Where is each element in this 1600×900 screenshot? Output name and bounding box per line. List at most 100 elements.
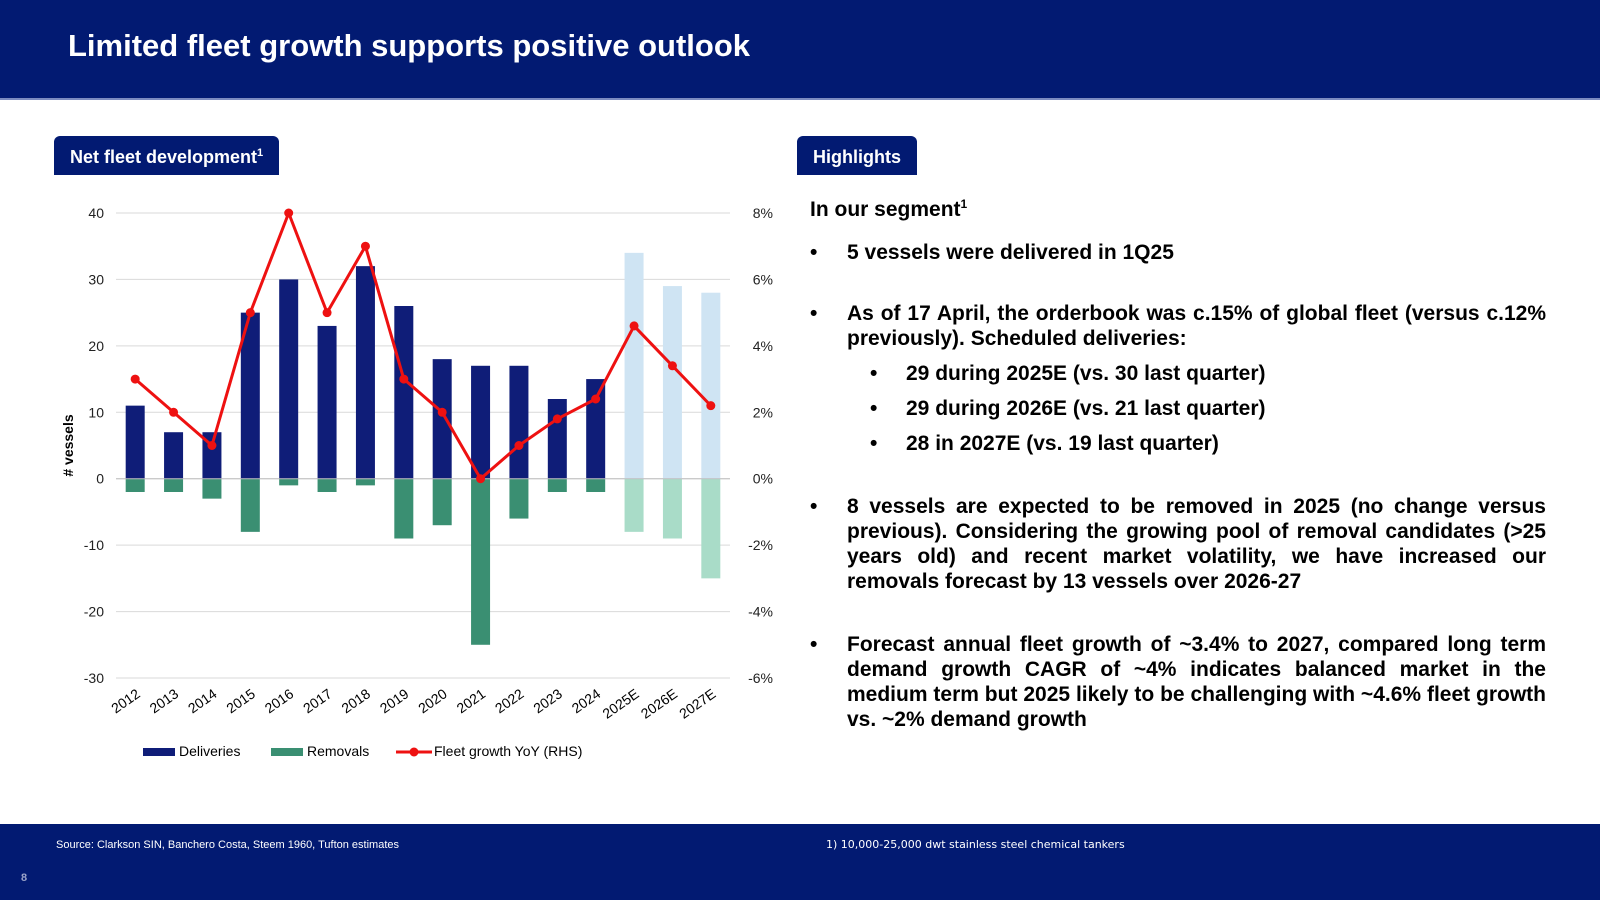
bar-deliveries-2019 bbox=[394, 306, 414, 479]
fleet-growth-point-2027E bbox=[706, 401, 716, 411]
fleet-growth-point-2022 bbox=[514, 441, 524, 450]
legend-removals-label: Removals bbox=[307, 743, 370, 759]
y2-tick-label: 4% bbox=[753, 338, 773, 354]
bar-deliveries-2027E bbox=[701, 292, 721, 479]
x-tick-label: 2014 bbox=[185, 685, 220, 716]
chart-panel-tag-sup: 1 bbox=[257, 147, 264, 159]
bar-deliveries-2017 bbox=[317, 325, 337, 479]
bar-deliveries-2021 bbox=[471, 365, 491, 479]
y2-tick-label: 2% bbox=[753, 404, 773, 420]
legend-deliveries-label: Deliveries bbox=[179, 743, 241, 759]
legend-deliveries: Deliveries bbox=[143, 743, 240, 759]
bar-deliveries-2024 bbox=[586, 379, 606, 479]
sub-bullet-1: • 29 during 2025E (vs. 30 last quarter) bbox=[810, 361, 1546, 386]
x-tick-label: 2025E bbox=[599, 685, 641, 721]
bar-deliveries-2022 bbox=[509, 365, 529, 479]
y-tick-label: 20 bbox=[88, 338, 104, 354]
fleet-growth-point-2026E bbox=[667, 361, 677, 371]
bullet-text: 8 vessels are expected to be removed in … bbox=[847, 495, 1546, 593]
fleet-growth-point-2021 bbox=[476, 474, 486, 484]
footnote-text: 1) 10,000-25,000 dwt stainless steel che… bbox=[826, 838, 1125, 851]
bullet-text: 5 vessels were delivered in 1Q25 bbox=[847, 241, 1174, 264]
page-number: 8 bbox=[21, 872, 28, 884]
bar-deliveries-2025E bbox=[624, 252, 644, 479]
sub-bullet-dot: • bbox=[870, 432, 878, 455]
bar-removals-2026E bbox=[662, 478, 682, 539]
bar-removals-2021 bbox=[471, 478, 491, 645]
bar-deliveries-2015 bbox=[240, 312, 260, 479]
x-tick-label: 2024 bbox=[569, 685, 604, 716]
bullet-dot: • bbox=[810, 633, 818, 656]
fleet-growth-line bbox=[134, 211, 712, 481]
y2-tick-label: -2% bbox=[748, 537, 773, 553]
sub-bullet-text: 29 during 2026E (vs. 21 last quarter) bbox=[906, 397, 1266, 420]
bar-deliveries-2020 bbox=[432, 359, 452, 479]
bar-removals-2019 bbox=[394, 478, 414, 539]
fleet-growth-point-2014 bbox=[207, 441, 217, 450]
fleet-growth-point-2020 bbox=[437, 407, 447, 417]
segment-title-text: In our segment bbox=[810, 198, 961, 221]
bar-deliveries-2016 bbox=[279, 279, 299, 479]
bullet-text: Forecast annual fleet growth of ~3.4% to… bbox=[847, 633, 1546, 731]
x-tick-label: 2020 bbox=[415, 685, 450, 716]
sub-bullet-3: • 28 in 2027E (vs. 19 last quarter) bbox=[810, 431, 1546, 456]
x-tick-label: 2012 bbox=[108, 685, 143, 716]
bar-removals-2027E bbox=[701, 478, 721, 579]
y2-tick-label: 8% bbox=[753, 205, 773, 221]
y-tick-label: 10 bbox=[88, 404, 104, 420]
highlight-bullet-1: • 5 vessels were delivered in 1Q25 bbox=[810, 240, 1546, 265]
bar-deliveries-2023 bbox=[547, 399, 567, 479]
x-tick-label: 2016 bbox=[262, 685, 297, 716]
bar-removals-2015 bbox=[240, 478, 260, 532]
page-title: Limited fleet growth supports positive o… bbox=[68, 28, 751, 63]
header-bar: Limited fleet growth supports positive o… bbox=[0, 0, 1600, 100]
bar-deliveries-2018 bbox=[355, 266, 375, 479]
bullet-dot: • bbox=[810, 241, 818, 264]
bar-removals-2014 bbox=[202, 478, 222, 499]
footer-bar: Source: Clarkson SIN, Banchero Costa, St… bbox=[0, 824, 1600, 900]
fleet-growth-point-2017 bbox=[322, 308, 332, 318]
sub-bullet-2: • 29 during 2026E (vs. 21 last quarter) bbox=[810, 396, 1546, 421]
highlight-bullet-4: • Forecast annual fleet growth of ~3.4% … bbox=[810, 632, 1546, 732]
bar-deliveries-2014 bbox=[202, 432, 222, 479]
y-axis-label: # vessels bbox=[60, 414, 76, 476]
y2-tick-label: -6% bbox=[748, 670, 773, 686]
legend-removals: Removals bbox=[271, 743, 369, 759]
bar-deliveries-2026E bbox=[662, 286, 682, 479]
highlights-panel-tag: Highlights bbox=[797, 136, 917, 175]
legend-fleet-growth-label: Fleet growth YoY (RHS) bbox=[434, 743, 583, 759]
y2-tick-label: 0% bbox=[753, 471, 773, 487]
bar-deliveries-2013 bbox=[164, 432, 184, 479]
x-tick-label: 2013 bbox=[147, 685, 182, 716]
legend-deliveries-swatch bbox=[143, 748, 175, 757]
bullet-dot: • bbox=[810, 495, 818, 518]
bullet-dot: • bbox=[810, 302, 818, 325]
y-tick-label: 0 bbox=[96, 471, 104, 487]
y-tick-label: 30 bbox=[88, 271, 104, 287]
sub-bullet-text: 28 in 2027E (vs. 19 last quarter) bbox=[906, 432, 1219, 455]
sub-bullet-dot: • bbox=[870, 397, 878, 420]
highlight-bullet-3: • 8 vessels are expected to be removed i… bbox=[810, 494, 1546, 594]
legend-fleet-growth-swatch bbox=[396, 747, 432, 757]
bar-removals-2025E bbox=[624, 478, 644, 532]
x-tick-label: 2026E bbox=[638, 685, 680, 721]
bar-removals-2024 bbox=[586, 478, 606, 492]
fleet-growth-point-2024 bbox=[591, 394, 601, 404]
bullet-text: As of 17 April, the orderbook was c.15% … bbox=[847, 302, 1546, 350]
bar-removals-2016 bbox=[279, 478, 299, 486]
highlight-bullet-2: • As of 17 April, the orderbook was c.15… bbox=[810, 301, 1546, 351]
bar-deliveries-2012 bbox=[125, 405, 145, 479]
bar-removals-2023 bbox=[547, 478, 567, 492]
fleet-growth-point-2019 bbox=[399, 374, 409, 384]
segment-title-sup: 1 bbox=[960, 197, 968, 211]
x-tick-label: 2023 bbox=[530, 685, 565, 716]
fleet-growth-point-2012 bbox=[130, 374, 140, 384]
bar-removals-2022 bbox=[509, 478, 529, 519]
bar-removals-2018 bbox=[355, 478, 375, 486]
y-tick-label: -30 bbox=[84, 670, 104, 686]
bar-removals-2012 bbox=[125, 478, 145, 492]
x-tick-label: 2021 bbox=[454, 685, 489, 716]
x-tick-label: 2027E bbox=[676, 685, 718, 721]
x-tick-label: 2022 bbox=[492, 685, 527, 716]
bar-removals-2013 bbox=[164, 478, 184, 492]
